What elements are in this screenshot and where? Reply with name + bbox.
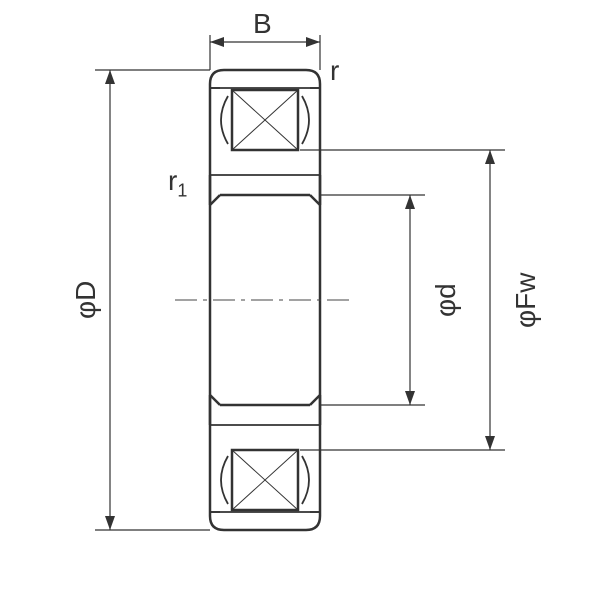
label-r: r — [330, 55, 339, 87]
label-B: B — [253, 8, 272, 40]
label-phi-D: φD — [70, 281, 102, 319]
label-phi-d: φd — [430, 283, 462, 317]
label-phi-Fw: φFw — [510, 272, 542, 327]
label-r1: r1 — [168, 165, 187, 202]
